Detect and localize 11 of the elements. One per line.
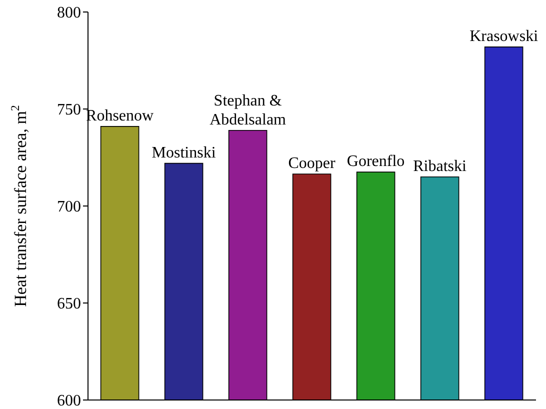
x-tick-label: Mostinski [152,144,216,162]
y-tick-label: 750 [57,102,81,119]
x-tick-label: Krasowski [470,28,539,45]
x-tick-label: Stephan & Abdelsalam [210,92,287,128]
x-tick-label: Ribatski [413,158,468,175]
y-tick-label: 600 [57,392,81,409]
y-tick-label: 800 [57,4,81,22]
x-tick-label: Cooper [288,154,336,172]
y-tick-label: 650 [57,296,81,313]
x-tick-label: Gorenflo [346,153,405,170]
y-tick-label: 700 [57,198,81,216]
